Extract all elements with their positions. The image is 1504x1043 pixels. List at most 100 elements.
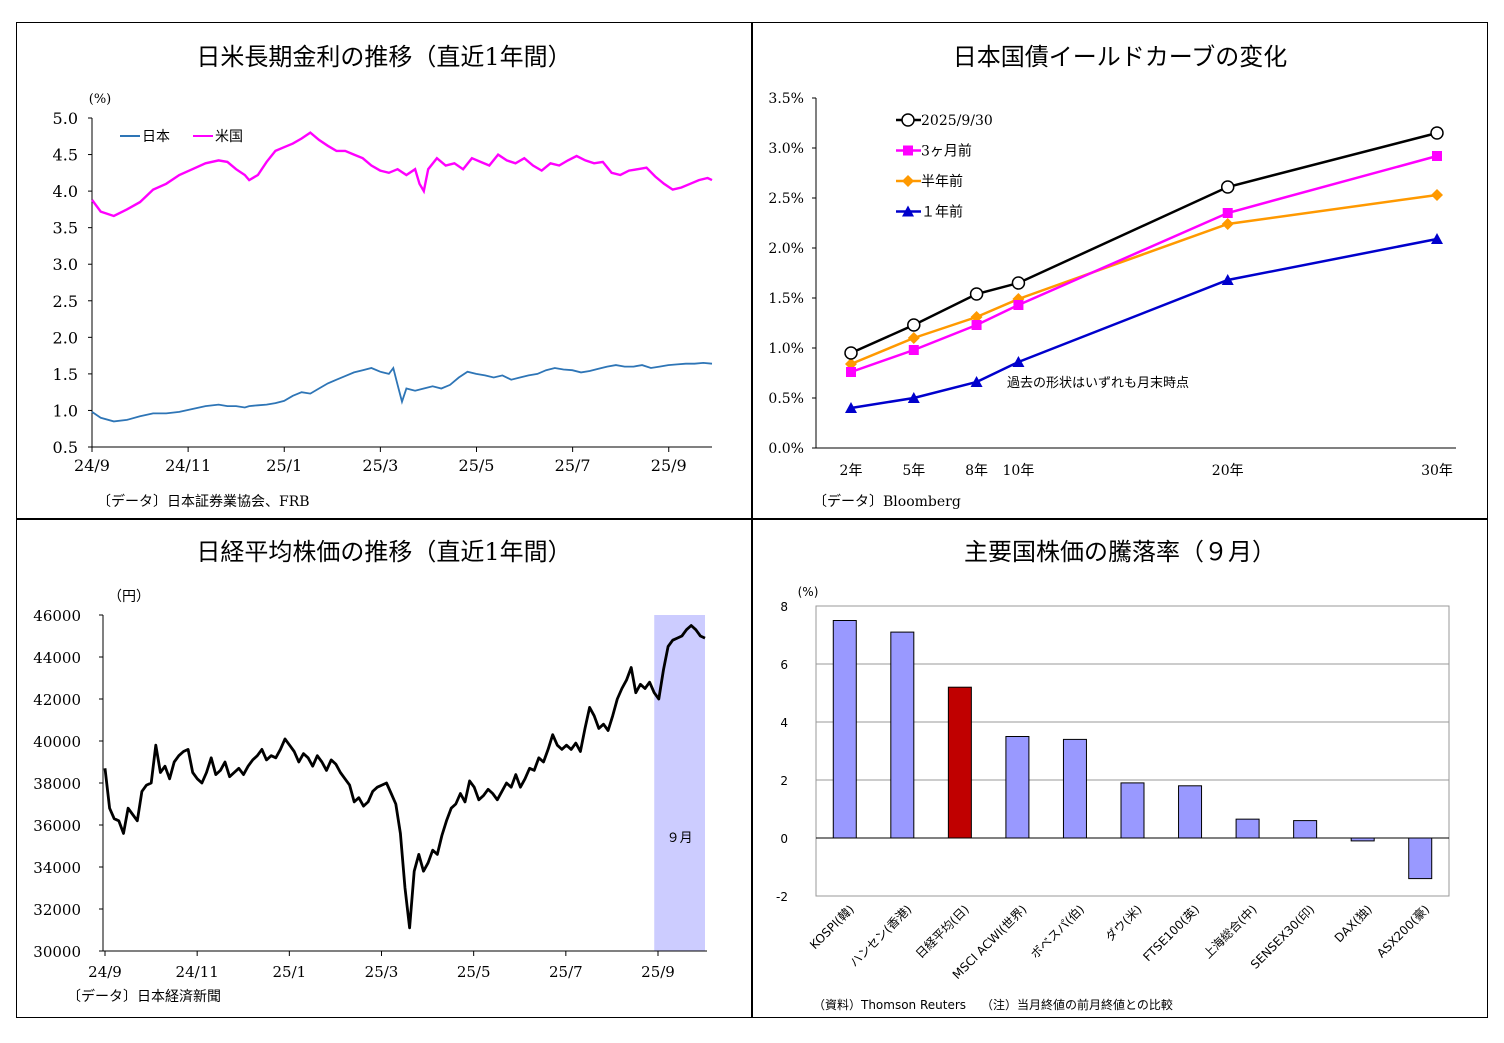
x-tick-label: 10年 xyxy=(1003,463,1035,479)
legend-marker xyxy=(903,145,913,156)
x-tick-label: 25/7 xyxy=(549,963,583,981)
y-tick-label: 8 xyxy=(780,600,788,614)
series-marker xyxy=(1221,274,1234,285)
y-tick-label: 32000 xyxy=(33,901,81,919)
series-marker xyxy=(1012,356,1025,367)
x-tick-label: 30年 xyxy=(1421,463,1453,479)
yield-chart: (%) 5.0 4.5 4.0 3.5 3.0 2.5 2.0 1.5 1.0 0.524/9 24/… xyxy=(53,92,713,475)
x-tick-label: 25/1 xyxy=(266,456,302,475)
y-tick-label: 3.5% xyxy=(768,91,804,107)
category-label: 上海総合(中) xyxy=(1200,902,1260,962)
legend-label: 日本 xyxy=(142,129,170,145)
bar xyxy=(1293,820,1318,839)
x-tick-label: 25/9 xyxy=(651,456,687,475)
category-label: ダウ(米) xyxy=(1102,902,1145,945)
series-marker xyxy=(970,376,983,387)
data-source: 〔データ〕Bloomberg xyxy=(813,494,961,510)
y-tick-label: 1.0% xyxy=(768,341,804,357)
y-tick-label: 42000 xyxy=(33,691,81,709)
vertical-divider xyxy=(751,22,753,1018)
chart-title: 日経平均株価の推移（直近1年間） xyxy=(196,538,572,566)
bar xyxy=(1062,738,1087,839)
bar xyxy=(1350,837,1375,842)
y-tick-label: 2.0% xyxy=(768,241,804,257)
panel-nikkei: 日経平均株価の推移（直近1年間） ９月 （円） 46000 44000 42000 400… xyxy=(17,520,751,1017)
y-tick-label: 34000 xyxy=(33,859,81,877)
data-source-left: （資料）Thomson Reuters xyxy=(813,998,967,1012)
y-tick-label: -2 xyxy=(776,890,788,904)
legend-marker xyxy=(902,175,914,187)
series-marker xyxy=(844,346,858,360)
chart-title: 日本国債イールドカーブの変化 xyxy=(952,43,1288,71)
nikkei-line xyxy=(103,624,706,930)
series-line xyxy=(850,131,1438,355)
y-tick-label: 1.5% xyxy=(768,291,804,307)
category-label: 日経平均(日) xyxy=(913,902,972,961)
x-tick-label: 25/5 xyxy=(457,963,491,981)
y-tick-label: 0.0% xyxy=(768,441,804,457)
y-tick-label: 0.5% xyxy=(768,391,804,407)
category-label: ボベスパ(伯) xyxy=(1027,902,1087,962)
series-marker xyxy=(1431,233,1443,244)
x-tick-label: 24/9 xyxy=(74,456,110,475)
panel-jp-us-yields: 日米長期金利の推移（直近1年間） (%) 5.0 4.5 4.0 3.5 3.0 2.5 2.… xyxy=(17,23,751,518)
series-marker xyxy=(971,320,982,330)
category-label: ASX200(豪) xyxy=(1373,902,1432,961)
y-tick-label: 4 xyxy=(780,716,788,730)
category-label: KOSPI(韓) xyxy=(807,902,857,952)
series-line-jp xyxy=(91,361,713,423)
y-tick-label: 4.0 xyxy=(53,182,78,201)
legend-label: 米国 xyxy=(215,129,243,145)
series-marker xyxy=(969,287,984,301)
category-label: FTSE100(英) xyxy=(1140,902,1202,964)
nikkei-chart: ９月 （円） 46000 44000 42000 40000 38000 36000 34000… xyxy=(33,589,707,981)
y-tick-label: 3.0% xyxy=(768,141,804,157)
y-unit-label: (%) xyxy=(798,585,819,599)
series-marker xyxy=(907,332,920,344)
category-label: DAX(独) xyxy=(1332,902,1375,945)
legend-marker xyxy=(901,113,915,127)
series-marker xyxy=(1221,218,1234,230)
series-marker xyxy=(908,345,919,355)
x-tick-label: 25/7 xyxy=(555,456,591,475)
x-tick-label: 25/3 xyxy=(362,456,398,475)
y-tick-label: 2.0 xyxy=(53,328,78,347)
bar xyxy=(832,620,857,839)
x-tick-label: 24/11 xyxy=(176,963,219,981)
series-marker xyxy=(1430,126,1444,140)
series-marker xyxy=(1220,180,1235,194)
series-marker xyxy=(1432,151,1442,161)
y-tick-label: 0.5 xyxy=(53,438,78,457)
series-line xyxy=(850,193,1438,366)
september-shade xyxy=(654,615,705,951)
series-marker xyxy=(846,367,856,377)
y-unit-label: （円） xyxy=(108,589,150,605)
series-marker xyxy=(845,402,857,413)
series-marker xyxy=(1013,300,1024,310)
y-tick-label: 2.5% xyxy=(768,191,804,207)
bar xyxy=(890,631,915,839)
x-tick-label: 25/1 xyxy=(272,963,306,981)
legend-label: 3ヶ月前 xyxy=(921,143,972,160)
series-line-us xyxy=(91,131,713,218)
y-tick-label: 3.5 xyxy=(53,219,78,238)
legend-label: 2025/9/30 xyxy=(921,113,993,129)
x-tick-label: 24/11 xyxy=(165,456,211,475)
y-tick-label: 5.0 xyxy=(53,109,78,128)
yield-curve-chart: 3.5% 3.0% 2.5% 2.0% 1.5% 1.0% 0.5% 0.0% 2年 5年 8年 10… xyxy=(768,91,1456,479)
y-tick-label: 2 xyxy=(780,774,788,788)
series-marker xyxy=(907,318,921,332)
bar xyxy=(1178,785,1203,839)
legend-label: １年前 xyxy=(921,204,963,221)
series-marker xyxy=(1011,276,1026,290)
panel-jgb-yield-curve: 日本国債イールドカーブの変化 3.5% 3.0% 2.5% 2.0% 1.5% 1.0% 0… xyxy=(753,23,1487,518)
y-tick-label: 0 xyxy=(780,832,788,846)
series-line xyxy=(850,237,1438,410)
bar xyxy=(947,686,972,839)
data-source: 〔データ〕日本証券業協会、FRB xyxy=(97,494,310,510)
y-tick-label: 44000 xyxy=(33,649,81,667)
x-tick-label: 25/9 xyxy=(641,963,675,981)
data-source-right: （注）当月終値の前月終値との比較 xyxy=(981,998,1173,1012)
bar xyxy=(1235,818,1260,839)
